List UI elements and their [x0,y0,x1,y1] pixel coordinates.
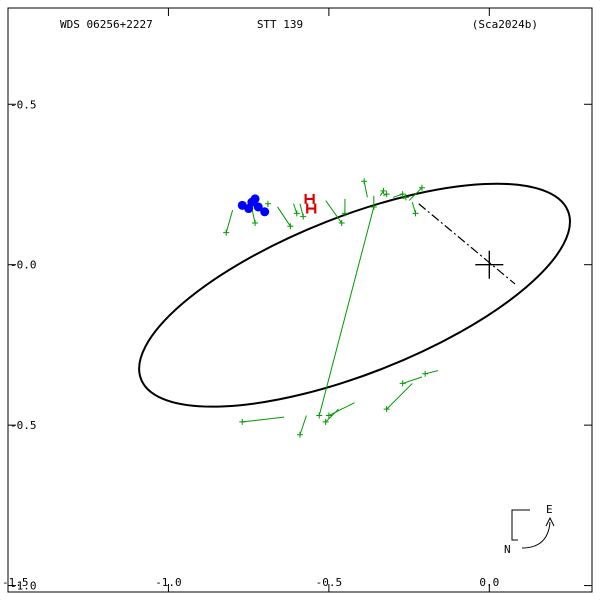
residual-line [328,402,355,416]
measure-plus-marker [412,210,419,217]
measure-plus-marker [325,412,332,419]
compass-axes [511,509,530,541]
x-tick-label: -0.5 [316,576,343,589]
measure-plus-marker [422,370,429,377]
residual-line [402,376,423,384]
interferometric-point [304,193,315,204]
y-tick-label: -0.0 [10,259,37,272]
measure-plus-marker [316,412,323,419]
residual-line [293,203,298,214]
residual-line [299,415,307,435]
measure-plus-marker [223,229,230,236]
residual-line [318,206,375,416]
measure-plus-marker [264,200,271,207]
measure-plus-marker [300,213,307,220]
y-tick-label: -1.0 [10,580,37,593]
axis-ticks [8,8,592,592]
residual-line [392,193,403,198]
compass-arrow [521,521,551,549]
axis-tick-labels: -1.0 -0.5 0.0 -0.5 -0.0 -0.5 -1.0 [10,98,499,592]
measure-plus-marker [239,418,246,425]
residual-line [363,181,368,198]
primary-star-marker [475,250,504,279]
measure-plus-marker [383,406,390,413]
measure-plus-marker [341,210,348,217]
x-tick-label: -1.0 [155,576,182,589]
residual-line [386,383,413,410]
measure-plus-marker [418,184,425,191]
primary-star-cross [475,250,504,279]
header-wds-id: WDS 06256+2227 [60,18,153,31]
residual-line [425,370,439,375]
measure-plus-marker [287,223,294,230]
corner-tick-label: -1.5 [2,576,29,589]
measure-plus-marker [293,210,300,217]
header-system-name: STT 139 [257,18,303,31]
measure-plus-marker [402,194,409,201]
residual-line [225,210,234,233]
x-tick-label: 0.0 [479,576,499,589]
residual-line [277,206,291,227]
measure-plus-marker [380,187,387,194]
measure-plus-marker [297,431,303,438]
residual-line [408,187,423,201]
residual-line [379,190,384,196]
header-reference: (Sca2024b) [472,18,538,31]
plot-frame [7,7,593,593]
speckle-point [253,202,263,212]
measure-plus-marker [252,219,259,226]
line-of-nodes [418,203,516,285]
measure-plus-marker [322,418,329,425]
compass: E N [504,503,555,556]
speckle-point [250,194,260,204]
orbit-ellipse [138,182,571,408]
interferometric-measures [304,193,317,214]
speckle-point [260,207,270,217]
residual-line [242,416,285,423]
compass-arrowhead [545,516,555,527]
measure-plus-marker [383,191,390,198]
compass-east-label: E [546,503,553,516]
y-tick-label: -0.5 [10,98,37,111]
measure-plus-marker [399,191,406,198]
measure-plus-marker [399,380,406,387]
measure-plus-marker [338,219,345,226]
residual-line [411,201,416,214]
residual-line [299,203,304,217]
measure-plus-marker [361,178,368,185]
residual-lines [223,178,439,438]
residual-line [325,200,343,224]
compass-north-label: N [504,543,511,556]
y-tick-label: -0.5 [10,419,37,432]
interferometric-point [306,203,317,214]
speckle-measures [237,194,270,217]
